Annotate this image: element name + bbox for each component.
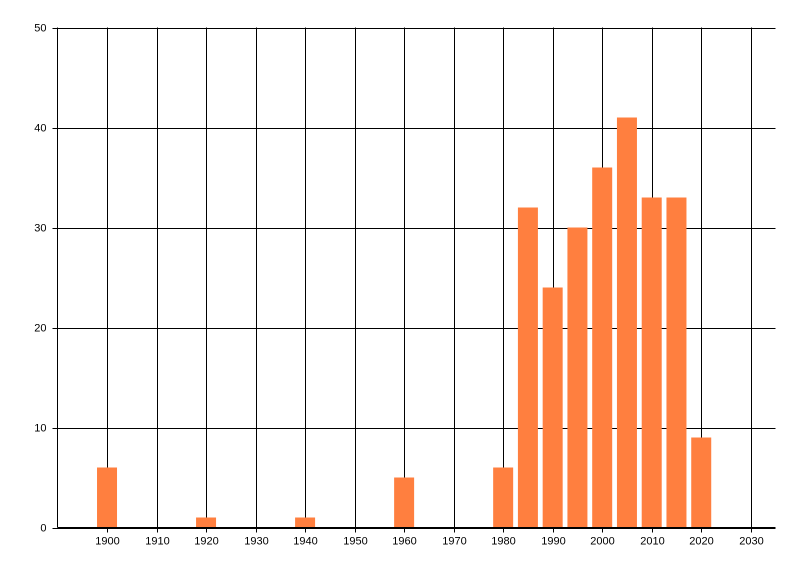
bar [295,517,316,528]
bar [196,517,217,528]
y-tick-label: 30 [34,222,46,234]
bar [641,197,662,528]
x-tick-label: 1920 [194,535,218,547]
bar [691,437,712,528]
bar [666,197,687,528]
bar [567,227,588,528]
bar [493,467,514,528]
x-tick-label: 1960 [392,535,416,547]
y-tick-label: 50 [34,22,46,34]
x-tick-label: 1900 [95,535,119,547]
bar [592,167,613,528]
x-tick-label: 1910 [145,535,169,547]
y-tick-label: 10 [34,422,46,434]
y-tick-label: 40 [34,122,46,134]
bar [616,117,637,528]
x-tick-label: 2020 [689,535,713,547]
x-tick-label: 1980 [491,535,515,547]
bar [394,477,415,528]
x-tick-label: 1950 [343,535,367,547]
x-tick-label: 2000 [590,535,614,547]
x-tick-label: 1940 [293,535,317,547]
bar [517,207,538,528]
x-tick-label: 1970 [442,535,466,547]
bar [542,287,563,528]
x-tick-label: 2010 [640,535,664,547]
x-tick-label: 1930 [244,535,268,547]
x-tick-label: 2030 [739,535,763,547]
y-tick-label: 20 [34,322,46,334]
bar [97,467,118,528]
y-tick-label: 0 [40,522,46,534]
x-tick-label: 1990 [541,535,565,547]
